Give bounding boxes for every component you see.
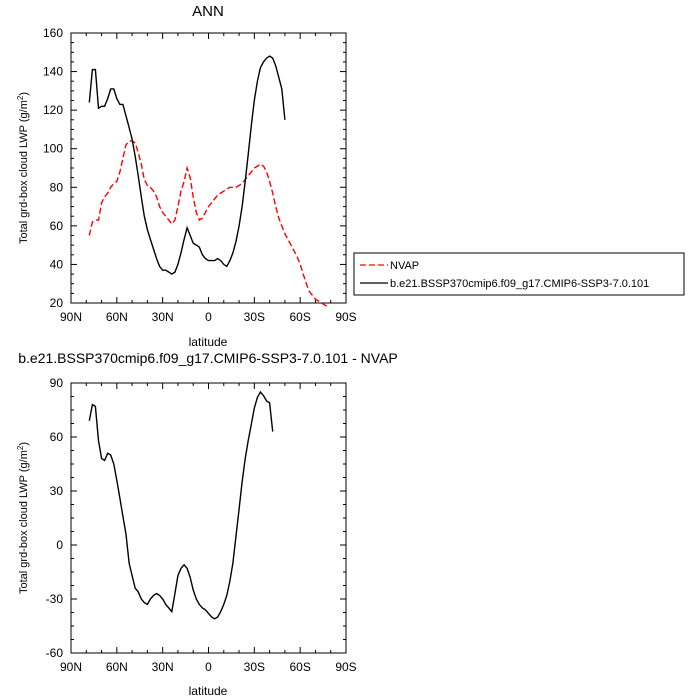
bottom-x-tick-label: 60N	[106, 660, 128, 674]
bottom-y-tick-label: 30	[50, 484, 64, 498]
top-series-line-0	[88, 140, 329, 308]
bottom-y-tick-label: -60	[46, 646, 64, 660]
bottom-x-tick-label: 30S	[244, 660, 265, 674]
top-x-tick-label: 60S	[289, 310, 310, 324]
top-series-line-1	[88, 55, 286, 275]
bottom-x-tick-label: 90S	[335, 660, 356, 674]
top-x-tick-label: 0	[205, 310, 212, 324]
bottom-panel: b.e21.BSSP370cmip6.f09_g17.CMIP6-SSP3-7.…	[16, 350, 398, 698]
bottom-x-axis-label: latitude	[189, 684, 228, 698]
top-y-tick-label: 40	[50, 257, 64, 271]
top-y-tick-label: 140	[43, 65, 63, 79]
legend-label-nvap: NVAP	[390, 260, 419, 272]
bottom-series-line-0	[88, 390, 274, 620]
top-y-tick-label: 20	[50, 296, 64, 310]
bottom-x-tick-label: 90N	[60, 660, 82, 674]
bottom-y-tick-label: -30	[46, 592, 64, 606]
legend-box	[353, 252, 685, 296]
bottom-x-tick-label: 30N	[152, 660, 174, 674]
legend: NVAP b.e21.BSSP370cmip6.f09_g17.CMIP6-SS…	[353, 252, 685, 296]
top-x-tick-label: 60N	[106, 310, 128, 324]
top-x-tick-label: 30N	[152, 310, 174, 324]
top-plot-frame	[70, 32, 347, 304]
bottom-y-axis-label: Total grd-box cloud LWP (g/m2)	[16, 442, 30, 594]
top-x-axis-label: latitude	[189, 335, 228, 349]
top-x-tick-label: 90N	[60, 310, 82, 324]
bottom-x-tick-label: 60S	[289, 660, 310, 674]
bottom-y-tick-label: 60	[50, 430, 64, 444]
bottom-y-tick-label: 90	[50, 376, 64, 390]
top-panel: ANN 20 40 60 80 100 120 140 160 90N 60N 30N 0 30S 60…	[16, 3, 685, 349]
top-y-tick-label: 160	[43, 26, 63, 40]
top-y-axis-label: Total grd-box cloud LWP (g/m2)	[16, 92, 30, 244]
top-y-tick-label: 100	[43, 142, 63, 156]
bottom-chart-title: b.e21.BSSP370cmip6.f09_g17.CMIP6-SSP3-7.…	[18, 350, 398, 366]
top-y-tick-label: 60	[50, 219, 64, 233]
top-chart-title: ANN	[192, 3, 224, 20]
top-y-tick-label: 80	[50, 180, 64, 194]
top-x-tick-label: 30S	[244, 310, 265, 324]
top-x-tick-label: 90S	[335, 310, 356, 324]
top-y-tick-label: 120	[43, 103, 63, 117]
bottom-x-tick-label: 0	[205, 660, 212, 674]
legend-label-model: b.e21.BSSP370cmip6.f09_g17.CMIP6-SSP3-7.…	[390, 278, 649, 290]
bottom-y-tick-label: 0	[56, 538, 63, 552]
